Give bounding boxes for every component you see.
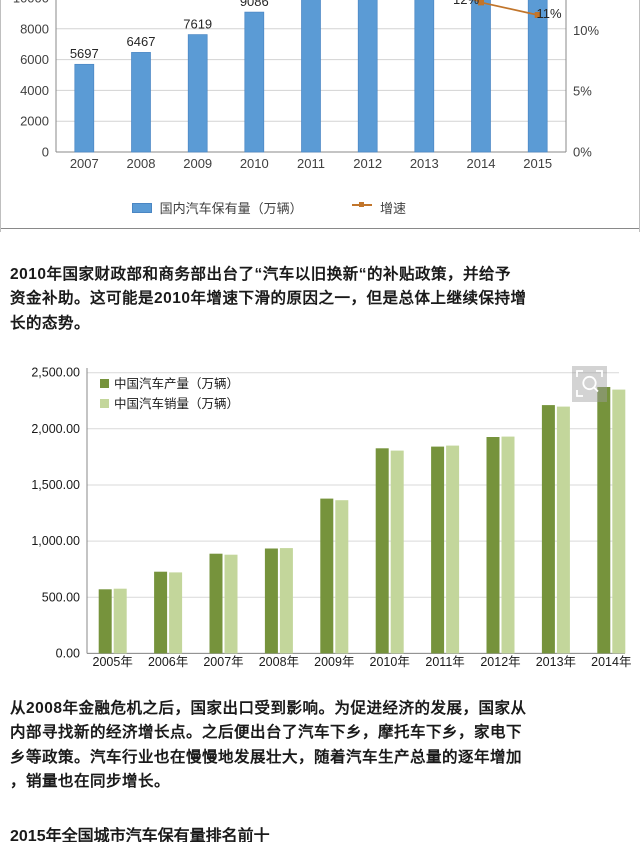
svg-text:11%: 11% <box>536 6 561 21</box>
svg-text:2000: 2000 <box>20 114 49 129</box>
svg-text:2011年: 2011年 <box>425 655 464 669</box>
svg-text:2006年: 2006年 <box>148 655 188 669</box>
svg-text:5%: 5% <box>573 84 592 99</box>
svg-text:2009年: 2009年 <box>314 655 354 669</box>
svg-text:2,000.00: 2,000.00 <box>31 422 80 436</box>
svg-text:2007: 2007 <box>70 156 99 171</box>
svg-text:2008年: 2008年 <box>259 655 299 669</box>
svg-text:6000: 6000 <box>20 52 49 67</box>
svg-text:2015: 2015 <box>523 156 552 171</box>
svg-text:2010年: 2010年 <box>370 655 410 669</box>
svg-text:0%: 0% <box>573 145 592 160</box>
svg-text:2,500.00: 2,500.00 <box>31 366 80 380</box>
svg-text:0.00: 0.00 <box>56 646 80 660</box>
svg-text:2013: 2013 <box>410 156 439 171</box>
svg-text:5697: 5697 <box>70 46 99 61</box>
svg-text:2012: 2012 <box>353 156 382 171</box>
svg-text:10000: 10000 <box>13 0 49 6</box>
svg-text:2012年: 2012年 <box>480 655 520 669</box>
svg-text:2007年: 2007年 <box>203 655 243 669</box>
svg-text:2009: 2009 <box>183 156 212 171</box>
svg-text:2014年: 2014年 <box>591 655 631 669</box>
svg-text:2005年: 2005年 <box>93 655 133 669</box>
svg-text:7619: 7619 <box>183 17 212 32</box>
svg-text:6467: 6467 <box>127 34 156 49</box>
svg-text:8000: 8000 <box>20 21 49 36</box>
svg-text:1,000.00: 1,000.00 <box>31 534 80 548</box>
svg-text:4000: 4000 <box>20 83 49 98</box>
svg-text:2011: 2011 <box>297 156 325 171</box>
svg-text:2010: 2010 <box>240 156 269 171</box>
svg-text:1,500.00: 1,500.00 <box>31 478 80 492</box>
svg-text:2013年: 2013年 <box>536 655 576 669</box>
svg-text:500.00: 500.00 <box>42 590 80 604</box>
svg-text:2014: 2014 <box>467 156 496 171</box>
svg-text:2008: 2008 <box>127 156 156 171</box>
svg-text:10%: 10% <box>573 23 599 38</box>
svg-text:0: 0 <box>42 145 49 160</box>
svg-text:9086: 9086 <box>240 0 269 9</box>
svg-text:12%: 12% <box>453 0 479 7</box>
